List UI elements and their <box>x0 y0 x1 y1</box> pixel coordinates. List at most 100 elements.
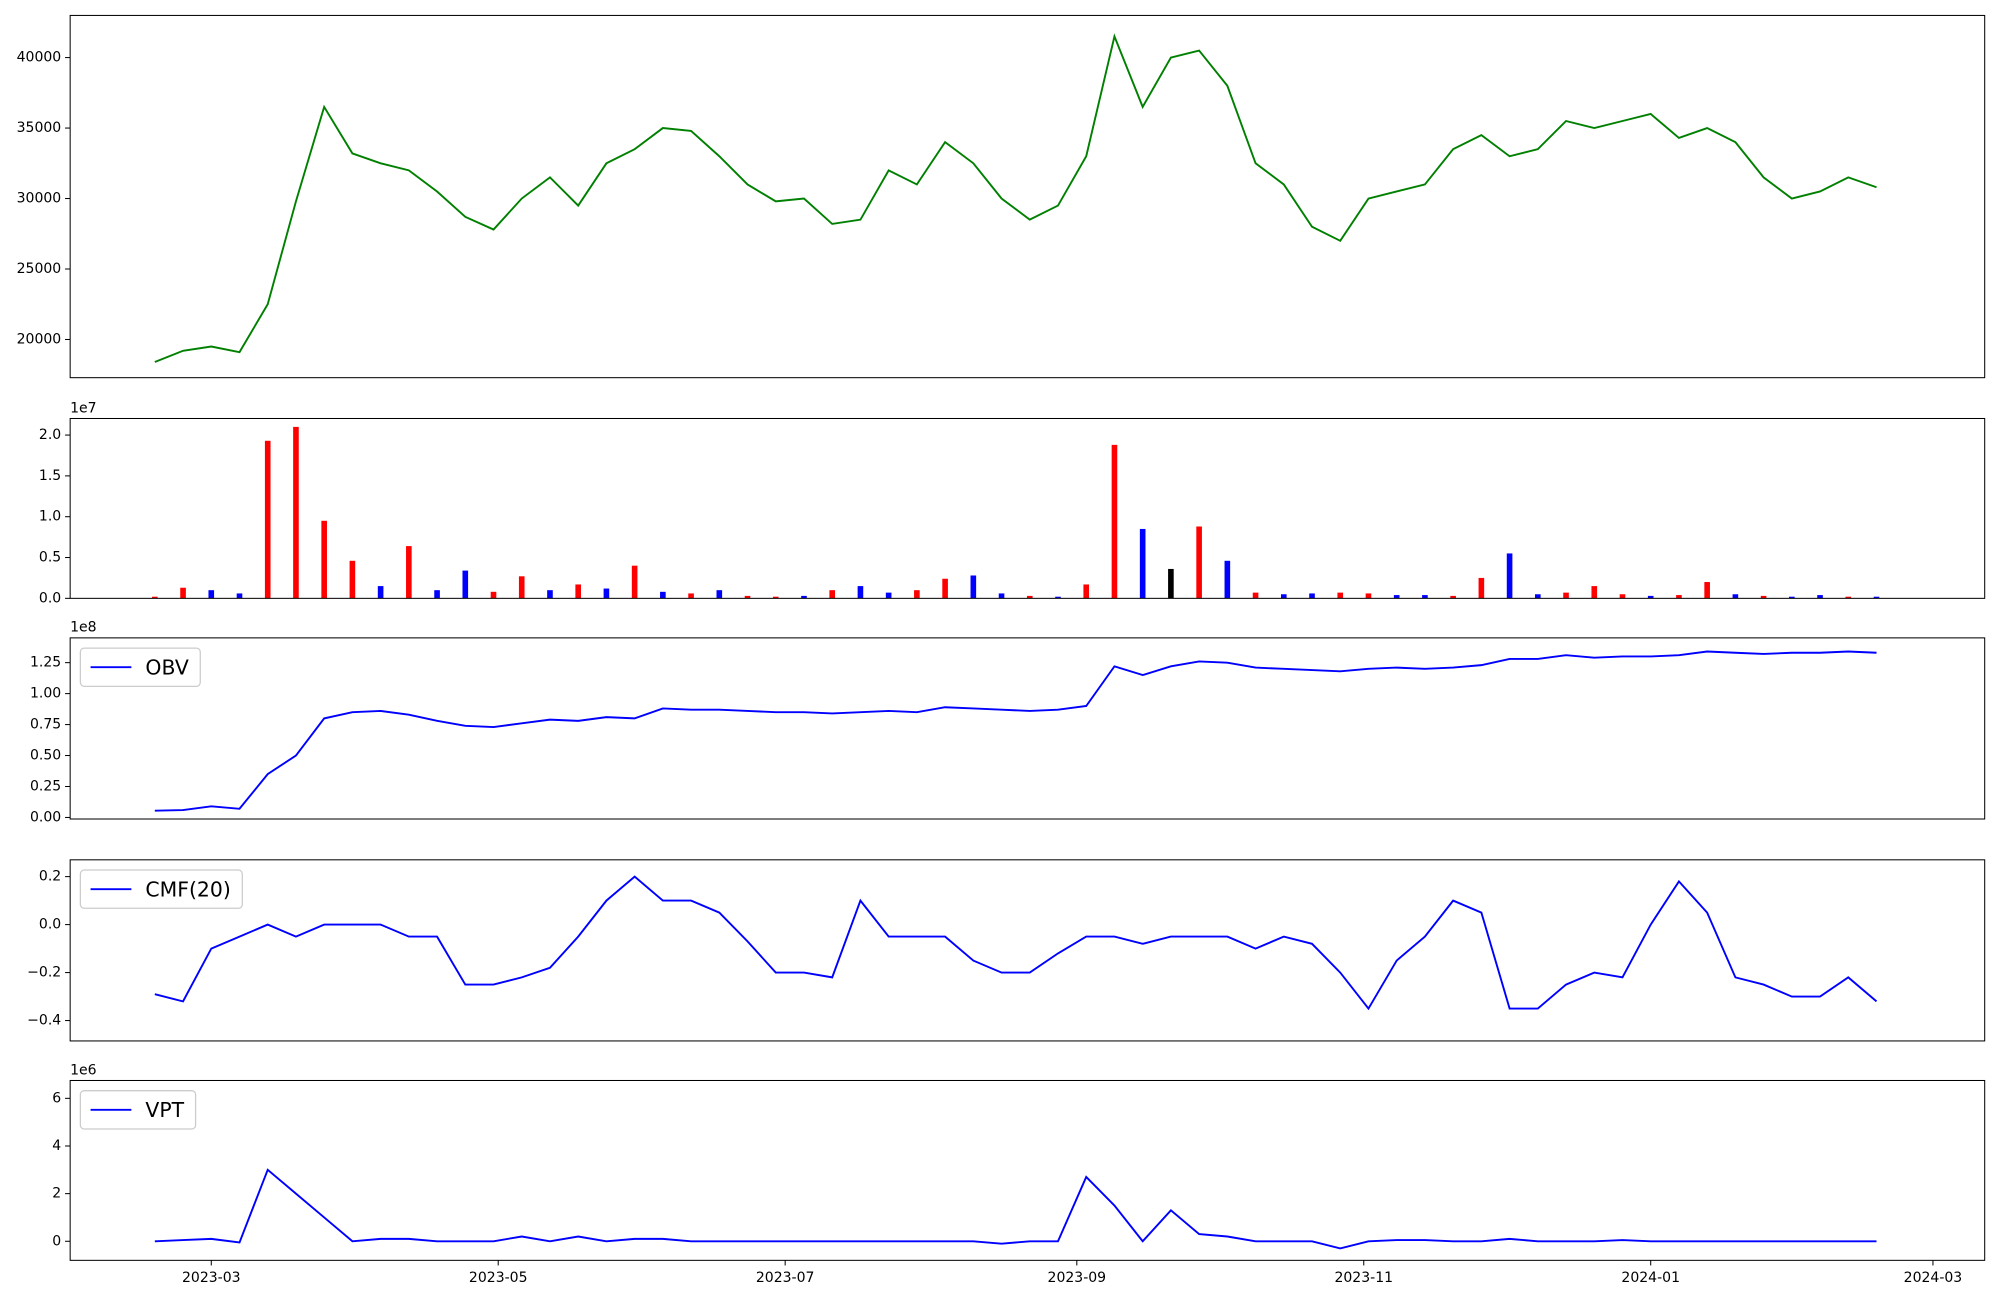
legend-label: CMF(20) <box>145 877 230 901</box>
x-tick-label: 2023-03 <box>182 1270 241 1286</box>
y-tick-label: 25000 <box>17 261 62 277</box>
x-tick-label: 2023-07 <box>756 1270 815 1286</box>
volume-bar <box>1422 595 1428 599</box>
axes-frame <box>69 637 1986 820</box>
volume-bar <box>1676 595 1682 599</box>
volume-bar <box>1647 595 1654 599</box>
volume-bar <box>1365 593 1372 599</box>
volume-bar <box>1196 526 1202 599</box>
panel: 0.00 0.25 0.50 0.75 1.00 1.25 1e8 OBV <box>30 620 1986 825</box>
panel: 0.0 0.5 1.0 1.5 2.0 1e7 <box>39 400 1986 606</box>
volume-bar <box>1139 528 1146 599</box>
volume-bar <box>462 570 469 599</box>
volume-bar <box>321 520 327 599</box>
series-line <box>154 875 1878 1011</box>
y-tick-label: 1.0 <box>39 509 61 525</box>
legend-box <box>79 869 243 909</box>
series-line <box>154 650 1877 812</box>
volume-bar <box>970 575 977 599</box>
volume-bar <box>1337 592 1344 599</box>
volume-bar <box>688 593 694 599</box>
volume-bar <box>293 426 299 599</box>
volume-bar <box>1817 595 1823 599</box>
volume-bar <box>1168 568 1174 599</box>
series-line <box>154 33 1877 363</box>
volume-bar <box>1619 594 1626 599</box>
y-tick-label: 2.0 <box>39 427 61 443</box>
y-tick-label: 30000 <box>17 191 62 207</box>
y-tick-label: 0.50 <box>30 748 61 764</box>
legend-label: OBV <box>145 655 188 679</box>
y-tick-label: 35000 <box>17 120 62 136</box>
volume-bar <box>801 595 807 599</box>
volume-bar <box>829 590 836 599</box>
volume-bar <box>1309 593 1315 599</box>
volume-bar <box>744 595 751 599</box>
x-tick-label: 2023-05 <box>469 1270 528 1286</box>
volume-bar <box>349 560 356 599</box>
x-tick-label: 2024-03 <box>1904 1270 1963 1286</box>
volume-bar <box>1083 584 1090 599</box>
volume-bar <box>1535 594 1541 599</box>
y-tick-label: 0.5 <box>39 550 61 566</box>
volume-bar <box>547 590 553 599</box>
legend-label: VPT <box>145 1098 184 1122</box>
axes-frame <box>69 1079 1986 1261</box>
volume-bar <box>1760 595 1767 599</box>
volume-bar <box>1704 582 1710 599</box>
y-tick-label: 0.2 <box>39 869 61 885</box>
axes-frame <box>69 14 1986 379</box>
volume-bar <box>180 587 186 599</box>
volume-bar <box>772 596 779 599</box>
panel: −0.4 −0.2 0.0 0.2 CMF(20) <box>27 859 1986 1042</box>
y-tick-label: 40000 <box>17 50 62 66</box>
volume-bar <box>942 578 948 599</box>
legend-box <box>79 1090 197 1130</box>
volume-bar <box>914 590 920 599</box>
axes-frame <box>69 859 1986 1042</box>
volume-bar <box>377 586 384 599</box>
x-tick-label: 2023-09 <box>1048 1270 1107 1286</box>
volume-bar <box>518 576 525 599</box>
volume-bar <box>575 584 581 599</box>
y-tick-label: −0.4 <box>27 1013 61 1029</box>
volume-bar <box>1111 444 1118 599</box>
volume-bar <box>603 588 610 599</box>
y-offset-label: 1e7 <box>70 400 96 416</box>
volume-bar <box>1478 577 1485 599</box>
y-tick-label: 6 <box>52 1090 61 1106</box>
volume-bar <box>1224 560 1231 599</box>
volume-bar <box>406 546 412 599</box>
x-tick-label: 2024-01 <box>1621 1270 1680 1286</box>
panel: 20000 25000 30000 35000 40000 <box>17 14 1986 379</box>
y-tick-label: −0.2 <box>27 965 61 981</box>
y-tick-label: 1.00 <box>30 686 61 702</box>
volume-bar <box>1450 595 1456 599</box>
volume-bar <box>208 590 215 599</box>
volume-bar <box>1873 596 1880 599</box>
legend-box <box>79 647 201 687</box>
volume-bar <box>1393 595 1400 599</box>
y-tick-label: 0.0 <box>39 590 61 606</box>
y-tick-label: 0.25 <box>30 778 61 794</box>
y-tick-label: 1.5 <box>39 468 61 484</box>
volume-bar <box>1563 592 1569 599</box>
volume-bar <box>998 593 1005 599</box>
y-offset-label: 1e8 <box>70 620 96 636</box>
volume-bar <box>1591 586 1598 599</box>
y-tick-label: 0.00 <box>30 809 61 825</box>
volume-bar <box>1026 595 1033 599</box>
y-offset-label: 1e6 <box>70 1062 97 1078</box>
y-tick-label: 0.0 <box>39 917 61 933</box>
y-tick-label: 4 <box>52 1138 61 1154</box>
volume-bar <box>264 440 271 599</box>
volume-bar <box>1732 594 1739 599</box>
volume-bar <box>236 593 243 599</box>
volume-bar <box>885 592 892 599</box>
volume-bar <box>1789 596 1795 599</box>
volume-bar <box>716 590 723 599</box>
x-tick-label: 2023-11 <box>1334 1270 1393 1286</box>
axes-frame <box>69 417 1986 599</box>
volume-bar <box>152 596 158 599</box>
